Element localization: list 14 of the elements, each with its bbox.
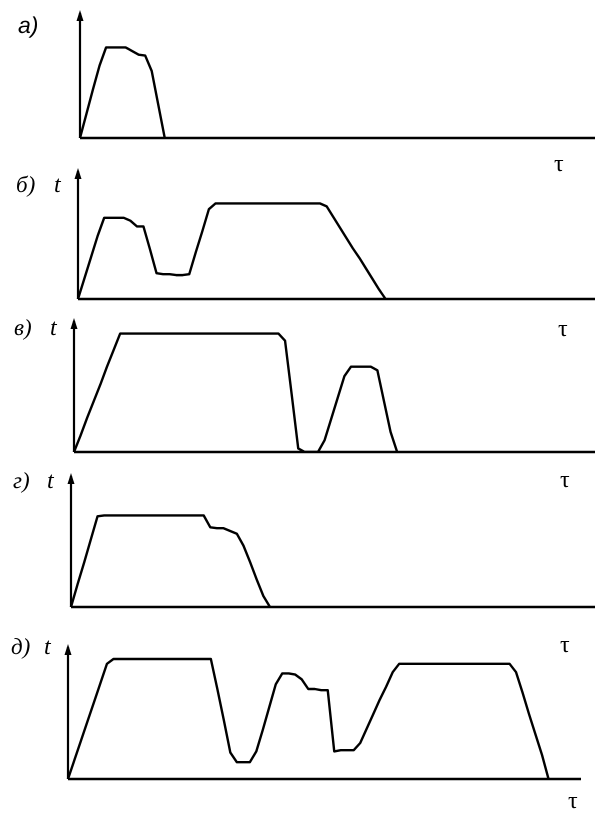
y-axis-title: t xyxy=(47,468,54,494)
x-axis-title: τ xyxy=(560,632,570,658)
chart-title: а) xyxy=(18,12,38,38)
y-axis-title: t xyxy=(44,634,51,660)
x-axis-title: τ xyxy=(554,151,564,177)
chart-title: г) xyxy=(13,468,30,493)
x-axis-title: τ xyxy=(560,467,570,493)
chart-title: в) xyxy=(14,315,32,340)
x-axis-title: τ xyxy=(558,316,568,342)
chart-title: б) xyxy=(16,172,36,197)
chart-title: д) xyxy=(11,634,30,659)
y-axis-title: t xyxy=(54,172,61,198)
x-axis-title: τ xyxy=(568,788,578,814)
y-axis-title: t xyxy=(50,315,57,341)
